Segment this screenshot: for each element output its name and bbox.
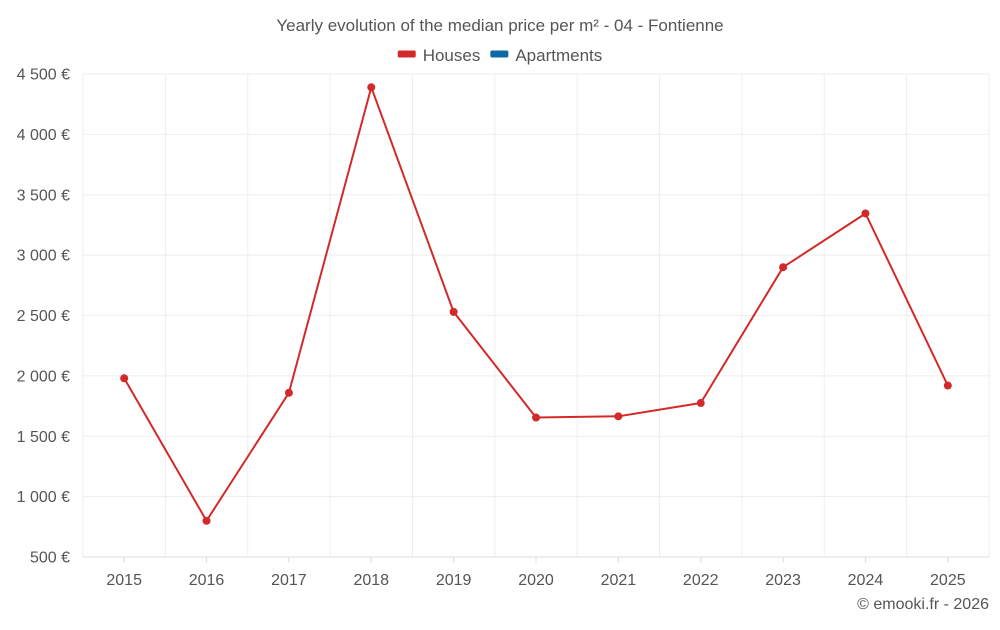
- legend-label-apartments: Apartments: [515, 46, 602, 65]
- y-tick-label: 500 €: [30, 550, 70, 567]
- y-tick-label: 2 000 €: [17, 368, 70, 385]
- x-tick-label: 2018: [353, 572, 389, 589]
- y-tick-label: 4 000 €: [17, 127, 70, 144]
- y-tick-label: 1 000 €: [17, 489, 70, 506]
- data-point-houses-2015[interactable]: [120, 374, 129, 383]
- axis-layer: 500 € 1 000 € 1 500 € 2 000 € 2 500 € 3 000 €…: [17, 67, 989, 589]
- x-tick-label: 2025: [930, 572, 966, 589]
- x-tick-label: 2024: [848, 572, 884, 589]
- chart-title: Yearly evolution of the median price per…: [276, 16, 723, 35]
- legend-swatch-houses: [397, 50, 416, 58]
- x-tick-label: 2021: [601, 572, 637, 589]
- data-point-houses-2022[interactable]: [696, 399, 705, 408]
- legend-item-apartments[interactable]: Apartments: [490, 46, 602, 65]
- y-tick-label: 3 500 €: [17, 187, 70, 204]
- x-tick-label: 2019: [436, 572, 472, 589]
- x-tick-label: 2023: [765, 572, 801, 589]
- data-point-houses-2018[interactable]: [367, 83, 376, 92]
- data-point-houses-2016[interactable]: [202, 516, 211, 525]
- data-point-houses-2017[interactable]: [284, 388, 293, 397]
- y-tick-label: 2 500 €: [17, 308, 70, 325]
- x-tick-label: 2016: [189, 572, 225, 589]
- legend: Houses Apartments: [397, 46, 602, 65]
- data-point-houses-2019[interactable]: [449, 307, 458, 316]
- copyright-text: © emooki.fr - 2026: [857, 596, 989, 613]
- x-tick-label: 2022: [683, 572, 719, 589]
- legend-label-houses: Houses: [423, 46, 481, 65]
- data-point-houses-2024[interactable]: [861, 209, 870, 218]
- x-tick-label: 2017: [271, 572, 307, 589]
- y-tick-label: 4 500 €: [17, 67, 70, 84]
- data-point-houses-2025[interactable]: [943, 381, 952, 390]
- y-tick-label: 1 500 €: [17, 429, 70, 446]
- data-point-houses-2020[interactable]: [532, 413, 540, 422]
- legend-item-houses[interactable]: Houses: [397, 46, 481, 65]
- x-tick-label: 2015: [106, 572, 142, 589]
- y-tick-label: 3 000 €: [17, 248, 70, 265]
- series-layer: [120, 83, 952, 525]
- data-point-houses-2023[interactable]: [779, 263, 788, 272]
- x-tick-label: 2020: [518, 572, 554, 589]
- data-point-houses-2021[interactable]: [614, 412, 623, 421]
- grid-layer: [82, 73, 990, 557]
- legend-swatch-apartments: [490, 50, 509, 58]
